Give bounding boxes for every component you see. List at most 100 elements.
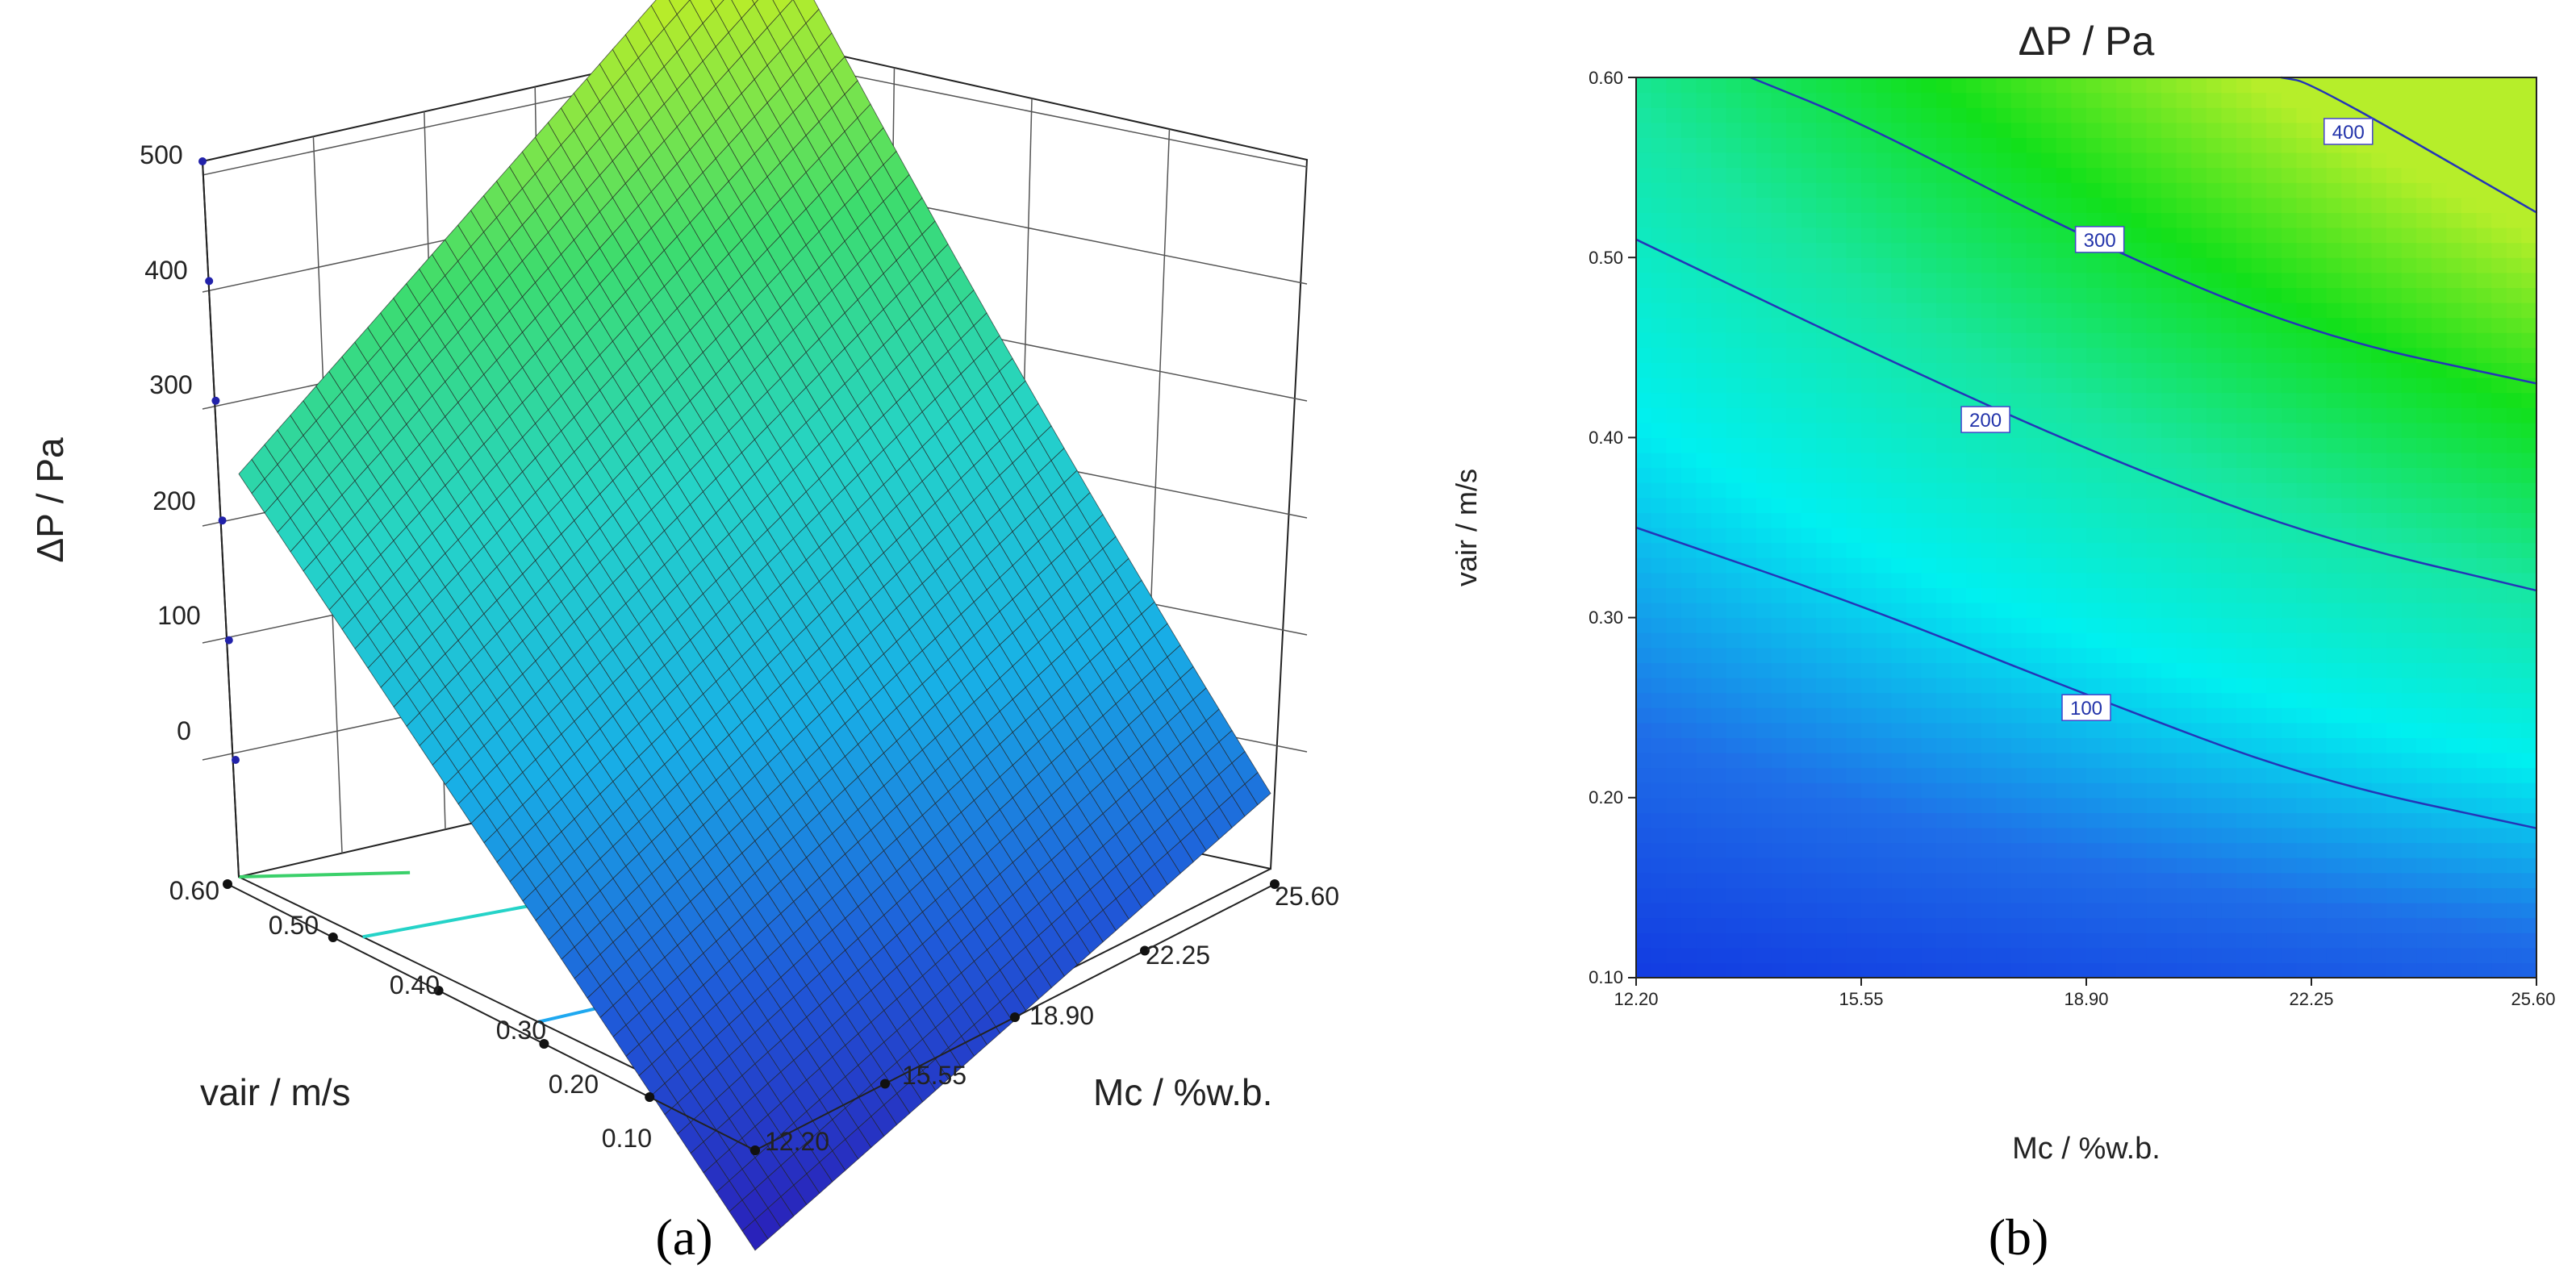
contour-fill-cell [2146, 587, 2162, 603]
contour-fill-cell [1771, 422, 1787, 438]
contour-fill-cell [2446, 737, 2462, 753]
contour-fill-cell [2356, 77, 2372, 94]
contour-fill-cell [1771, 947, 1787, 963]
contour-fill-cell [2401, 917, 2417, 933]
contour-fill-cell [2446, 347, 2462, 363]
contour-fill-cell [1680, 378, 1697, 394]
contour-fill-cell [2311, 227, 2328, 244]
contour-fill-cell [2386, 453, 2403, 469]
contour-fill-cell [1891, 467, 1907, 483]
contour-fill-cell [2131, 782, 2147, 799]
contour-fill-cell [2251, 422, 2267, 438]
contour-fill-cell [1966, 137, 1982, 153]
contour-fill-cell [2386, 572, 2403, 588]
contour-fill-cell [1816, 542, 1832, 558]
contour-fill-cell [2446, 917, 2462, 933]
contour-fill-cell [2116, 617, 2132, 633]
contour-fill-cell [2386, 722, 2403, 738]
contour-fill-cell [2266, 317, 2282, 333]
contour-fill-cell [2251, 137, 2267, 153]
contour-fill-cell [1846, 603, 1862, 619]
contour-fill-cell [2206, 182, 2222, 198]
contour-fill-cell [2161, 362, 2177, 378]
contour-fill-cell [2236, 242, 2252, 258]
contour-fill-cell [1891, 572, 1907, 588]
contour-fill-cell [1741, 167, 1757, 183]
contour-fill-cell [1801, 933, 1817, 949]
contour-fill-cell [2146, 422, 2162, 438]
contour-fill-cell [2101, 497, 2117, 513]
contour-fill-cell [2236, 437, 2252, 453]
contour-fill-cell [2086, 137, 2102, 153]
contour-fill-cell [1906, 557, 1922, 574]
contour-fill-cell [2041, 632, 2057, 649]
contour-fill-cell [2011, 782, 2027, 799]
contour-fill-cell [1696, 903, 1712, 919]
contour-fill-cell [2176, 528, 2192, 544]
contour-fill-cell [1966, 107, 1982, 123]
contour-fill-cell [1726, 107, 1742, 123]
contour-fill-cell [1936, 707, 1952, 724]
contour-fill-cell [1711, 722, 1727, 738]
contour-fill-cell [2341, 497, 2357, 513]
contour-fill-cell [1696, 152, 1712, 169]
contour-fill-cell [2191, 392, 2207, 408]
contour-fill-cell [2386, 887, 2403, 903]
contour-fill-cell [1726, 197, 1742, 213]
contour-fill-cell [1651, 182, 1667, 198]
contour-fill-cell [2296, 152, 2312, 169]
contour-fill-cell [1711, 407, 1727, 424]
contour-fill-cell [1636, 332, 1652, 348]
contour-fill-cell [2386, 137, 2403, 153]
contour-fill-cell [2341, 842, 2357, 858]
contour-fill-cell [2176, 182, 2192, 198]
contour-fill-cell [1666, 812, 1682, 828]
contour-fill-cell [1756, 587, 1772, 603]
contour-fill-cell [2281, 362, 2297, 378]
contour-fill-cell [1831, 152, 1847, 169]
contour-fill-cell [2146, 497, 2162, 513]
contour-fill-cell [2011, 182, 2027, 198]
contour-fill-cell [1741, 617, 1757, 633]
contour-fill-cell [2266, 528, 2282, 544]
contour-fill-cell [1996, 872, 2012, 888]
z-tick-dot [205, 277, 214, 286]
contour-fill-cell [2221, 152, 2237, 169]
contour-fill-cell [2371, 378, 2387, 394]
contour-fill-cell [2191, 197, 2207, 213]
contour-fill-cell [1936, 77, 1952, 94]
contour-fill-cell [2206, 557, 2222, 574]
contour-fill-cell [2416, 603, 2432, 619]
contour-fill-cell [2221, 92, 2237, 108]
contour-fill-cell [1696, 767, 1712, 783]
contour-fill-cell [1771, 317, 1787, 333]
contour-fill-cell [1996, 603, 2012, 619]
contour-fill-cell [1861, 678, 1877, 694]
contour-fill-cell [2086, 317, 2102, 333]
contour-fill-cell [2311, 137, 2328, 153]
contour-fill-cell [2401, 422, 2417, 438]
contour-fill-cell [1651, 107, 1667, 123]
contour-fill-cell [1906, 587, 1922, 603]
contour-fill-cell [1876, 542, 1892, 558]
contour-fill-cell [2041, 242, 2057, 258]
contour-fill-cell [1816, 887, 1832, 903]
contour-fill-cell [2326, 692, 2342, 708]
y-tick-label: 0.50 [269, 911, 319, 940]
contour-fill-cell [1936, 453, 1952, 469]
contour-fill-cell [2101, 407, 2117, 424]
contour-fill-cell [1891, 182, 1907, 198]
surface-cell [779, 0, 807, 38]
contour-fill-cell [1680, 317, 1697, 333]
contour-fill-cell [1756, 453, 1772, 469]
contour-fill-cell [2266, 362, 2282, 378]
contour-fill-cell [1921, 753, 1937, 769]
contour-fill-cell [1711, 587, 1727, 603]
contour-fill-cell [2011, 257, 2027, 273]
contour-fill-cell [2341, 392, 2357, 408]
contour-fill-cell [1966, 828, 1982, 844]
contour-fill-cell [2371, 437, 2387, 453]
contour-fill-cell [2161, 242, 2177, 258]
contour-fill-cell [2356, 828, 2372, 844]
contour-fill-cell [1771, 362, 1787, 378]
